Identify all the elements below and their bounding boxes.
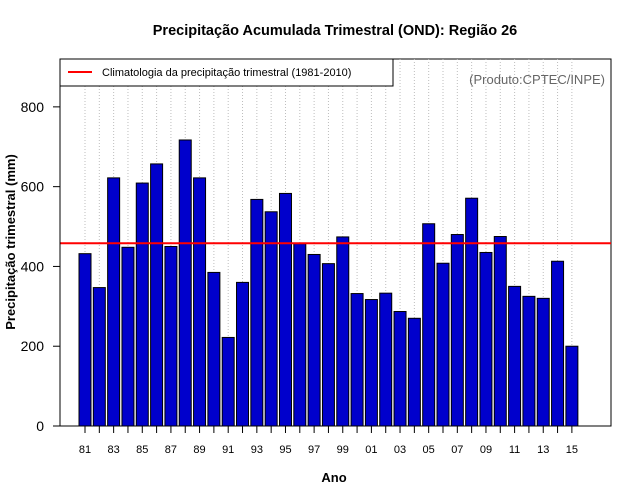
bar-13 bbox=[536, 297, 550, 427]
x-tick-label-03: 03 bbox=[394, 444, 406, 456]
bar-97 bbox=[307, 253, 321, 427]
bar-90 bbox=[207, 271, 221, 427]
bar-00 bbox=[350, 293, 364, 427]
x-tick-label-85: 85 bbox=[136, 444, 148, 456]
bar-09 bbox=[479, 251, 493, 427]
plot-area bbox=[59, 58, 612, 427]
x-tick-label-11: 11 bbox=[509, 444, 520, 456]
bar-08 bbox=[465, 197, 479, 427]
bar-98 bbox=[321, 263, 335, 427]
y-tick-label: 600 bbox=[21, 179, 45, 195]
x-tick-label-99: 99 bbox=[337, 444, 349, 456]
bar-03 bbox=[393, 311, 407, 427]
y-tick-label: 400 bbox=[21, 258, 45, 274]
bar-96 bbox=[293, 243, 307, 427]
bar-89 bbox=[193, 177, 207, 427]
bar-02 bbox=[379, 292, 393, 427]
x-tick-label-15: 15 bbox=[566, 444, 578, 456]
x-tick-label-91: 91 bbox=[222, 444, 234, 456]
bar-85 bbox=[135, 182, 149, 427]
source-label: (Produto:CPTEC/INPE) bbox=[469, 72, 605, 87]
bar-91 bbox=[221, 336, 235, 427]
bar-05 bbox=[422, 223, 436, 427]
x-tick-label-89: 89 bbox=[193, 444, 205, 456]
chart-title: Precipitação Acumulada Trimestral (OND):… bbox=[153, 23, 518, 39]
x-tick-label-05: 05 bbox=[423, 444, 435, 456]
bar-11 bbox=[508, 285, 522, 427]
bar-87 bbox=[164, 245, 178, 427]
bar-82 bbox=[92, 287, 106, 427]
y-tick-label: 200 bbox=[21, 338, 45, 354]
x-tick-label-07: 07 bbox=[451, 444, 463, 456]
y-tick-label: 0 bbox=[36, 418, 44, 434]
bar-99 bbox=[336, 236, 350, 427]
y-axis-label: Precipitação trimestral (mm) bbox=[3, 154, 18, 330]
bar-81 bbox=[78, 253, 92, 427]
x-tick-label-81: 81 bbox=[79, 444, 91, 456]
bar-14 bbox=[551, 260, 565, 427]
bar-84 bbox=[121, 246, 135, 427]
x-axis-label: Ano bbox=[321, 470, 346, 485]
bar-06 bbox=[436, 262, 450, 427]
bar-93 bbox=[250, 198, 264, 427]
bar-15 bbox=[565, 345, 579, 427]
bar-86 bbox=[150, 163, 164, 427]
y-tick-label: 800 bbox=[21, 99, 45, 115]
x-tick-label-97: 97 bbox=[308, 444, 320, 456]
x-axis: 81 83 85 87 89 91 93 95 97 99 01 03 05 07 09 11 13 15 bbox=[70, 425, 598, 456]
bar-95 bbox=[278, 192, 292, 427]
bar-12 bbox=[522, 295, 536, 427]
x-tick-label-93: 93 bbox=[251, 444, 263, 456]
bar-07 bbox=[450, 234, 464, 427]
bars bbox=[78, 139, 579, 427]
x-tick-label-83: 83 bbox=[108, 444, 120, 456]
bar-01 bbox=[364, 299, 378, 427]
legend: Climatologia da precipitação trimestral … bbox=[59, 58, 394, 87]
x-tick-label-09: 09 bbox=[480, 444, 492, 456]
x-tick-label-01: 01 bbox=[365, 444, 377, 456]
bar-10 bbox=[493, 236, 507, 427]
legend-label: Climatologia da precipitação trimestral … bbox=[102, 67, 351, 79]
bar-83 bbox=[107, 177, 121, 427]
bar-04 bbox=[407, 317, 421, 427]
legend-box bbox=[59, 58, 394, 87]
x-tick-label-95: 95 bbox=[279, 444, 291, 456]
y-axis: 0 200 400 600 800 bbox=[21, 99, 61, 434]
x-tick-label-87: 87 bbox=[165, 444, 177, 456]
x-tick-label-13: 13 bbox=[537, 444, 549, 456]
bar-88 bbox=[178, 139, 192, 427]
bar-92 bbox=[236, 281, 250, 427]
